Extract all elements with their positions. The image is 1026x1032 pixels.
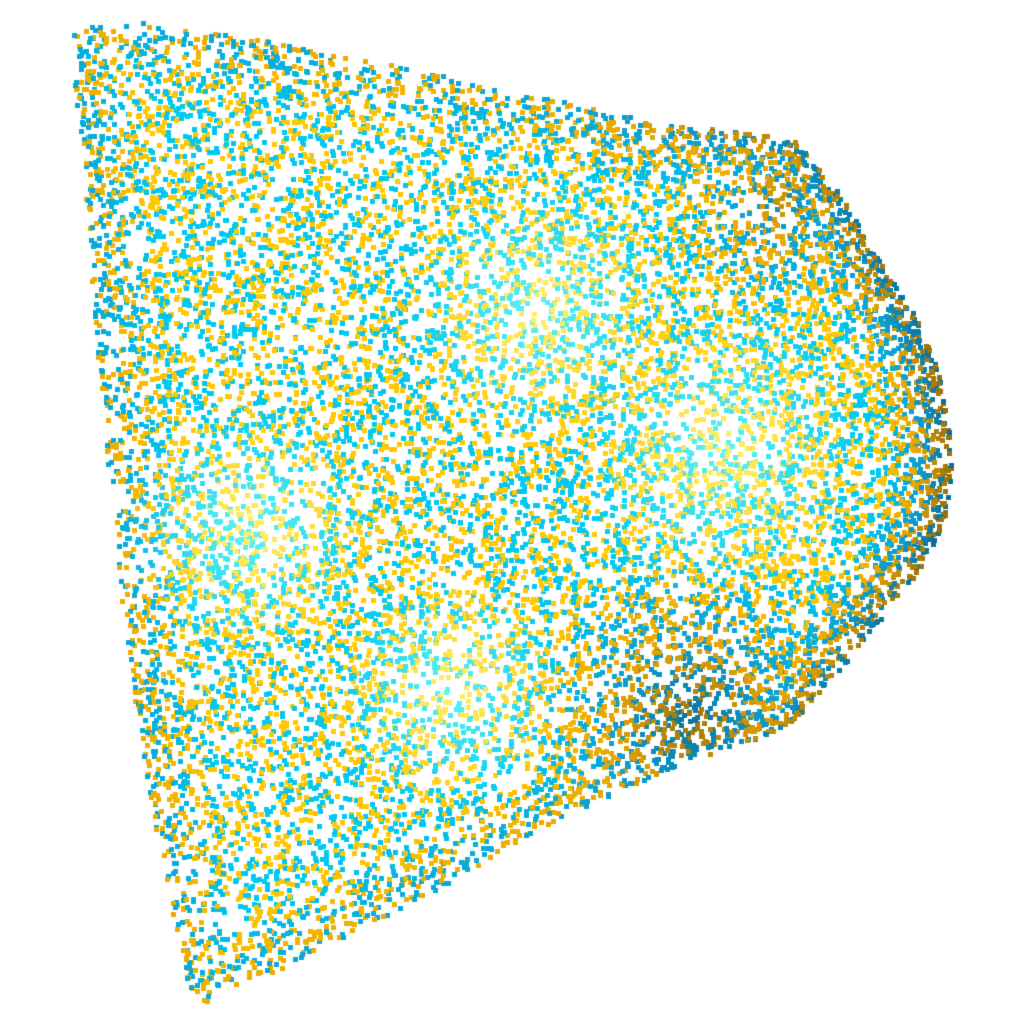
point-cloud-render[interactable] xyxy=(0,0,1026,1032)
point-cloud-viewport[interactable] xyxy=(0,0,1026,1032)
